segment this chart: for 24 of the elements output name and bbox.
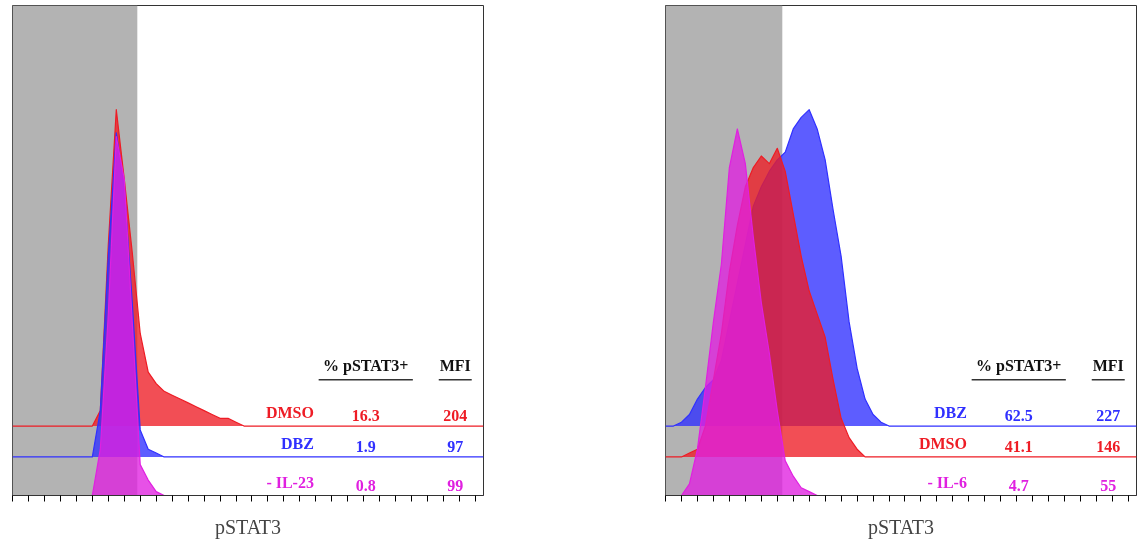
annotation: 0.8	[355, 476, 376, 494]
series-label: DMSO	[918, 435, 967, 453]
annotation: 99	[447, 476, 464, 494]
annotation: 146	[1096, 438, 1121, 456]
annotation: 55	[1100, 476, 1117, 494]
x-axis-title: pSTAT3	[867, 515, 935, 539]
annotation: 227	[1096, 407, 1121, 425]
annotation: % pSTAT3+	[323, 356, 409, 375]
annotation: 204	[443, 407, 468, 425]
series-label: DBZ	[281, 435, 314, 453]
series-label: DMSO	[265, 404, 314, 422]
annotation: 4.7	[1008, 476, 1029, 494]
annotation: MFI	[1092, 356, 1124, 374]
annotation: MFI	[439, 356, 471, 374]
annotation: 1.9	[355, 438, 376, 456]
annotation: 41.1	[1004, 438, 1033, 456]
series-label: DBZ	[934, 404, 967, 422]
x-axis-title: pSTAT3	[214, 515, 282, 539]
annotation: % pSTAT3+	[976, 356, 1062, 375]
annotation: 16.3	[351, 407, 380, 425]
series-label: - IL-6	[927, 473, 967, 491]
annotation: 62.5	[1004, 407, 1033, 425]
series-label: - IL-23	[266, 473, 314, 491]
annotation: 97	[447, 438, 464, 456]
